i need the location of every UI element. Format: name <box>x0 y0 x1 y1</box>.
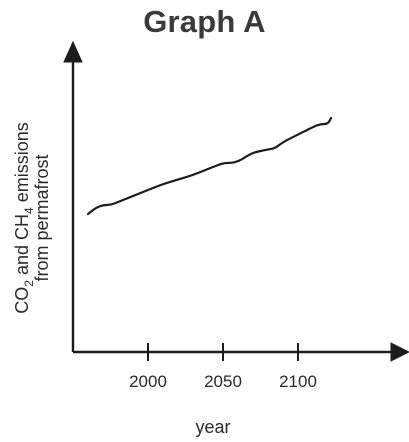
y-axis-arrow <box>63 40 83 63</box>
x-ticks: 2000 2050 2100 <box>129 343 317 391</box>
x-axis-label: year <box>195 417 230 437</box>
x-tick-label-2050: 2050 <box>204 372 242 391</box>
x-tick-label-2000: 2000 <box>129 372 167 391</box>
chart-title: Graph A <box>143 4 266 39</box>
y-axis-label: CO2 and CH4 emissions from permafrost <box>12 122 52 313</box>
y-axis-label-line2: from permafrost <box>32 154 52 281</box>
x-tick-label-2100: 2100 <box>279 372 317 391</box>
y-axis-label-line1: CO2 and CH4 emissions <box>12 122 36 313</box>
x-axis-arrow <box>390 342 409 362</box>
series-line-emissions <box>86 116 333 216</box>
